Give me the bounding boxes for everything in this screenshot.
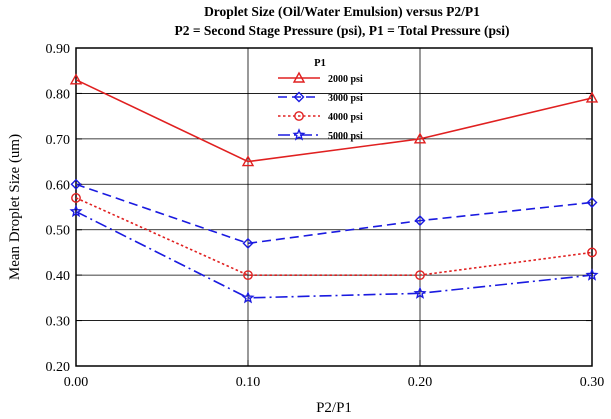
series-layer (69, 73, 599, 304)
legend-item: 3000 psi (278, 91, 363, 104)
data-point-marker (586, 196, 598, 208)
data-point-marker (71, 193, 81, 203)
y-tick-label: 0.20 (46, 360, 71, 375)
series-2000-psi (69, 73, 599, 167)
data-point-marker (585, 268, 599, 281)
legend-label: 2000 psi (328, 74, 363, 85)
y-tick-label: 0.50 (46, 224, 71, 239)
legend-swatch-marker (293, 91, 305, 103)
chart-title: Droplet Size (Oil/Water Emulsion) versus… (204, 4, 480, 19)
x-tick-label: 0.10 (236, 375, 261, 390)
data-point-marker (241, 290, 255, 304)
data-point-marker (585, 91, 599, 103)
legend-label: 3000 psi (328, 93, 363, 104)
legend-item: 5000 psi (278, 128, 363, 142)
data-point-marker (241, 155, 255, 167)
y-axis-label: Mean Droplet Size (um) (7, 134, 23, 280)
series-line (75, 183, 593, 245)
series-line (75, 210, 593, 299)
series-line (75, 79, 593, 163)
y-tick-label: 0.60 (46, 178, 71, 193)
y-tick-label: 0.80 (46, 87, 71, 102)
y-tick-label: 0.40 (46, 269, 71, 284)
legend-title: P1 (314, 58, 326, 69)
series-3000-psi (70, 178, 598, 249)
data-point-marker (69, 204, 83, 218)
data-point-marker (413, 286, 427, 299)
y-tick-label: 0.70 (46, 133, 71, 148)
series-5000-psi (69, 204, 599, 304)
axis-ticks: 0.20 0.30 0.40 0.50 0.60 0.70 0.80 0.90 0.00 0.10… (46, 42, 605, 390)
data-point-marker (70, 178, 82, 190)
series-4000-psi (71, 193, 597, 281)
x-axis-label: P2/P1 (316, 400, 352, 416)
legend: P1 2000 psi 3000 psi 4000 psi 5000 psi (278, 58, 363, 142)
y-tick-label: 0.90 (46, 42, 71, 57)
data-point-marker (415, 270, 425, 281)
x-tick-label: 0.00 (64, 375, 89, 390)
data-point-marker (242, 237, 254, 249)
grid-lines (76, 48, 592, 366)
legend-label: 4000 psi (328, 112, 363, 123)
legend-item: 4000 psi (278, 111, 363, 123)
data-point-marker (243, 270, 253, 281)
legend-item: 2000 psi (278, 71, 363, 85)
data-point-marker (414, 215, 426, 227)
x-tick-label: 0.20 (408, 375, 433, 390)
data-point-marker (587, 247, 597, 258)
series-line (75, 197, 593, 276)
y-tick-label: 0.30 (46, 315, 71, 330)
data-point-marker (413, 132, 427, 144)
data-point-marker (69, 73, 83, 85)
legend-label: 5000 psi (328, 131, 363, 142)
chart-subtitle: P2 = Second Stage Pressure (psi), P1 = T… (174, 23, 509, 38)
x-tick-label: 0.30 (580, 375, 605, 390)
legend-swatch-marker (292, 71, 306, 83)
legend-swatch-marker (292, 128, 306, 141)
legend-swatch-marker (294, 111, 304, 121)
